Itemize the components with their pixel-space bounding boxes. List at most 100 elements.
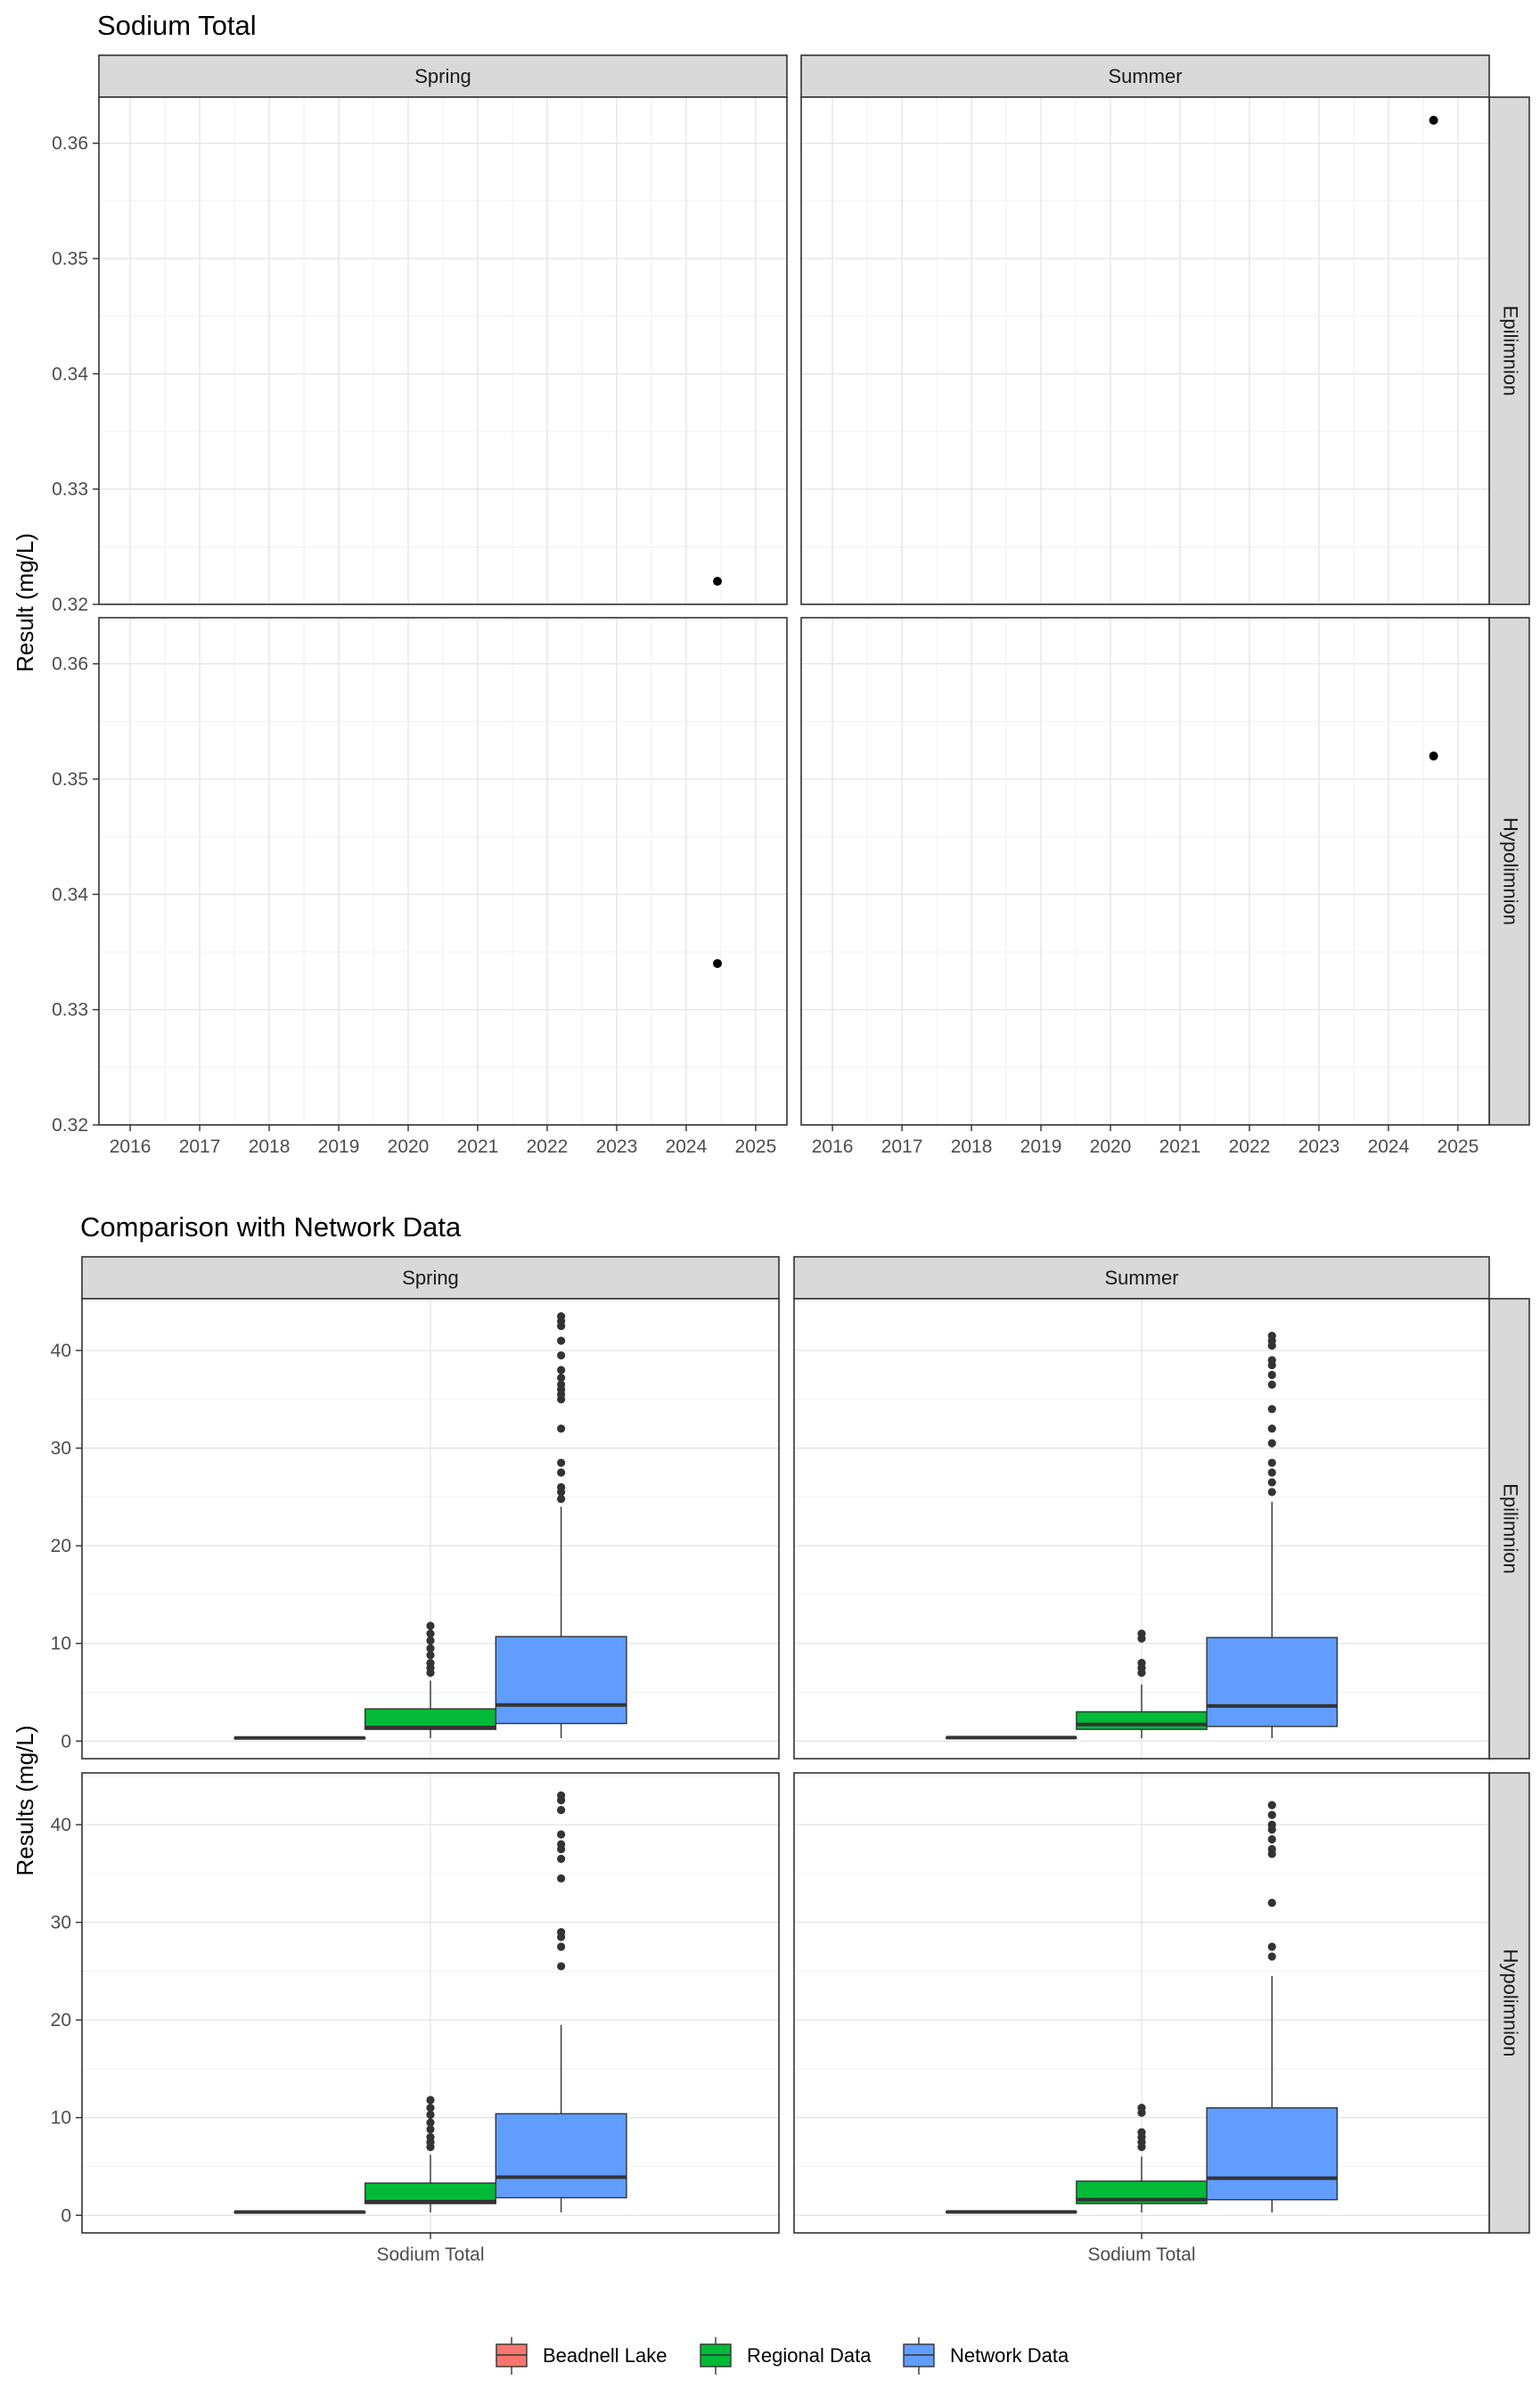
outlier-point [1267, 1820, 1276, 1829]
panel-summer-hypolimnion [800, 617, 1490, 1126]
outlier-point [426, 2096, 435, 2105]
x-tick-label: 2019 [318, 1136, 360, 1157]
strip-label-hypolimnion: Hypolimnion [1500, 1949, 1522, 2056]
outlier-point [1267, 1834, 1276, 1844]
x-tick-label: 2022 [527, 1136, 569, 1157]
strip-column-spring [98, 54, 788, 98]
x-tick-label: 2022 [1229, 1136, 1271, 1157]
box-body [1206, 2107, 1339, 2201]
box-network-data [495, 1312, 627, 1738]
outlier-point [1267, 1439, 1276, 1448]
strip-row-epilimnion [1488, 96, 1530, 605]
legend-item-beadnell-lake: Beadnell Lake [496, 2337, 667, 2375]
panel-summer-epilimnion [800, 96, 1490, 605]
box-body [495, 2113, 627, 2199]
strip-label-hypolimnion: Hypolimnion [1500, 817, 1522, 925]
y-tick-label: 0.36 [52, 654, 88, 675]
outlier-point [557, 1874, 566, 1883]
chart-title-comparison: Comparison with Network Data [80, 1211, 462, 1243]
outlier-point [426, 1659, 435, 1668]
outlier-point [1267, 1405, 1276, 1414]
y-tick-label: 20 [51, 1536, 71, 1556]
outlier-point [1267, 1801, 1276, 1809]
strip-column-spring [81, 1256, 780, 1300]
x-tick-label: 2020 [388, 1136, 430, 1157]
box-network-data [1206, 1801, 1339, 2212]
outlier-point [557, 1482, 566, 1492]
x-tick-label: 2016 [812, 1136, 854, 1157]
panel-spring-hypolimnion [81, 1772, 780, 2234]
outlier-point [1267, 1810, 1276, 1819]
outlier-point [1267, 1478, 1276, 1487]
panel-spring-epilimnion [98, 96, 788, 605]
panel-border [98, 617, 788, 1126]
outlier-point [1267, 1332, 1276, 1341]
outlier-point [1267, 1458, 1276, 1467]
box-regional-data [364, 1621, 497, 1738]
outlier-point [557, 1962, 566, 1971]
x-tick-label: 2023 [596, 1136, 638, 1157]
outlier-point [426, 1644, 435, 1653]
outlier-point [557, 1854, 566, 1864]
box-regional-data [1076, 1629, 1208, 1738]
y-tick-label: 0 [61, 1731, 71, 1752]
x-tick-label: 2024 [666, 1136, 708, 1157]
box-beadnell-lake [945, 1735, 1077, 1740]
chart-title-sodium-total: Sodium Total [97, 10, 257, 41]
outlier-point [426, 1629, 435, 1638]
outlier-point [1137, 2128, 1146, 2137]
outlier-point [426, 1636, 435, 1645]
box-body [1206, 1637, 1339, 1727]
outlier-point [557, 1336, 566, 1345]
strip-row-hypolimnion [1488, 617, 1530, 1126]
x-tick-label: 2023 [1298, 1136, 1340, 1157]
outlier-point [426, 2118, 435, 2127]
data-point [713, 577, 723, 587]
panel-border [98, 96, 788, 605]
legend-label: Network Data [950, 2344, 1069, 2367]
x-tick-label: 2020 [1090, 1136, 1132, 1157]
outlier-point [1137, 1629, 1146, 1638]
outlier-point [557, 1350, 566, 1360]
x-tick-label-sodium-total: Sodium Total [1087, 2244, 1195, 2265]
outlier-point [1267, 1844, 1276, 1854]
data-point [1429, 115, 1438, 125]
outlier-point [1267, 1468, 1276, 1477]
outlier-point [426, 2133, 435, 2142]
y-tick-label: 0.34 [52, 364, 88, 384]
y-tick-label: 0.32 [52, 1115, 88, 1136]
x-tick-label: 2016 [110, 1136, 152, 1157]
outlier-point [557, 1791, 566, 1800]
outlier-point [557, 1830, 566, 1839]
y-tick-label: 40 [51, 1815, 71, 1835]
y-axis-label-result: Result (mg/L) [12, 533, 38, 672]
data-point [713, 958, 723, 968]
outlier-point [1267, 1380, 1276, 1390]
y-tick-label: 0.35 [52, 769, 88, 790]
box-body [1076, 1711, 1208, 1730]
legend-item-regional-data: Regional Data [700, 2337, 872, 2375]
x-tick-label: 2025 [735, 1136, 777, 1157]
outlier-point [426, 2110, 435, 2120]
legend: Beadnell Lake Regional Data Network Data [496, 2337, 1069, 2375]
panel-summer-epilimnion [793, 1298, 1490, 1760]
box-regional-data [1076, 2104, 1208, 2212]
x-tick-label-sodium-total: Sodium Total [376, 2244, 484, 2265]
outlier-point [1267, 1370, 1276, 1380]
outlier-point [557, 1366, 566, 1374]
x-tick-label: 2025 [1438, 1136, 1479, 1157]
legend-item-network-data: Network Data [903, 2337, 1069, 2375]
y-tick-label: 0.35 [52, 249, 88, 269]
y-tick-label: 30 [51, 1439, 71, 1459]
strip-label-spring: Spring [402, 1267, 459, 1289]
outlier-point [557, 1494, 566, 1504]
x-tick-label: 2024 [1368, 1136, 1410, 1157]
outlier-point [557, 1806, 566, 1815]
strip-label-epilimnion: Epilimnion [1500, 1483, 1522, 1574]
outlier-point [557, 1458, 566, 1467]
scatter-facet-grid: Spring Summer Epilimnion Hypolimnion 0.32 0.3… [52, 54, 1530, 1157]
panel-spring-hypolimnion [98, 617, 788, 1126]
y-tick-label: 0.32 [52, 595, 88, 615]
outlier-point [1267, 1488, 1276, 1497]
outlier-point [557, 1468, 566, 1477]
